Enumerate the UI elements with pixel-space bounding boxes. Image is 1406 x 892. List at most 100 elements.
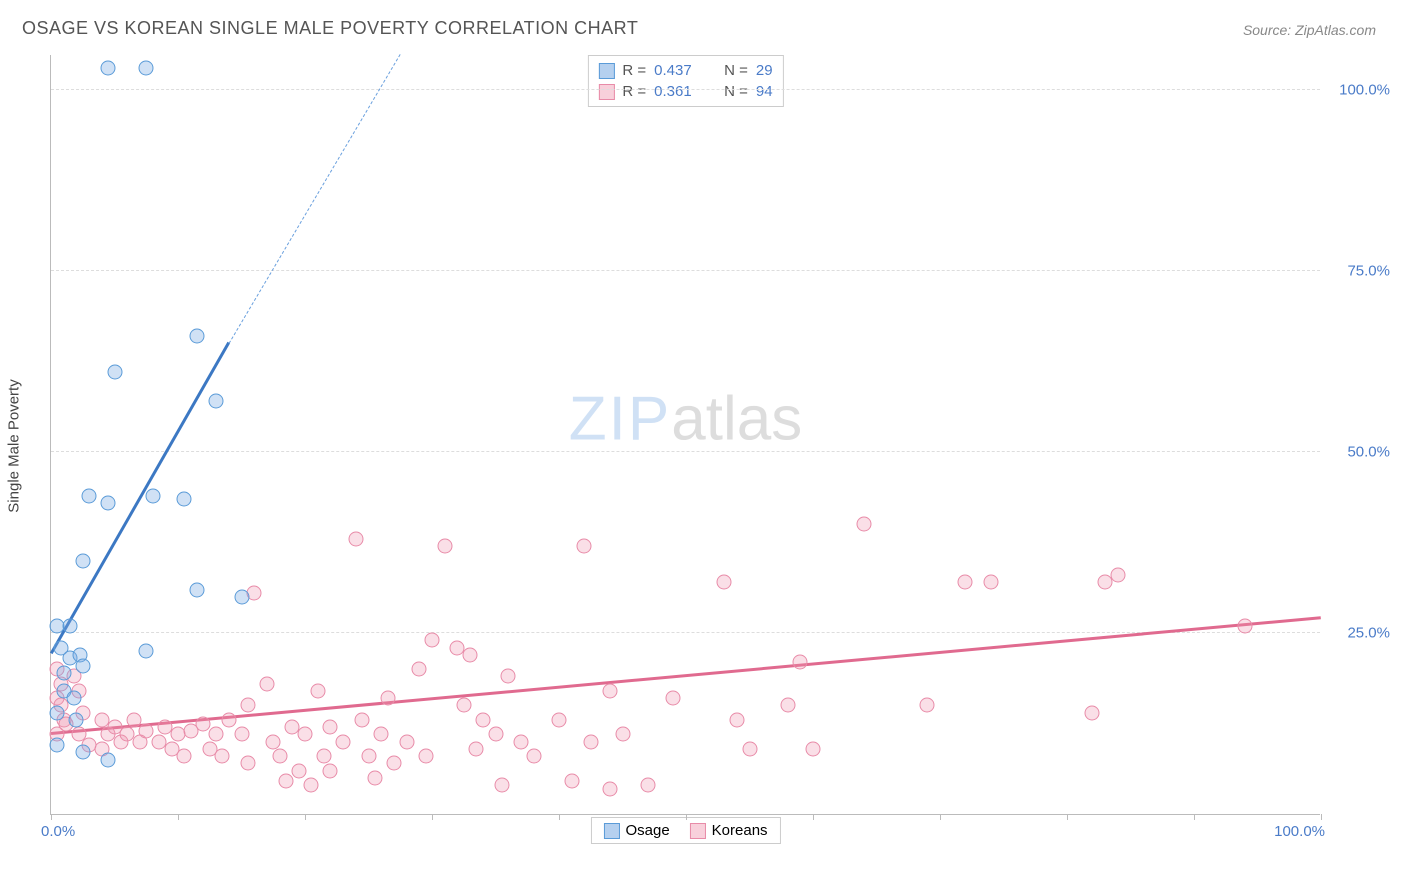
data-point <box>177 492 192 507</box>
legend-item: Koreans <box>690 822 768 839</box>
data-point <box>107 365 122 380</box>
watermark: ZIPatlas <box>569 384 802 455</box>
legend-correlation: R = 0.437 N = 29 R = 0.361 N = 94 <box>587 55 783 107</box>
x-tick-mark <box>178 814 179 820</box>
r-value-a: 0.437 <box>654 62 704 79</box>
data-point <box>615 727 630 742</box>
n-label: N = <box>724 83 748 100</box>
data-point <box>469 741 484 756</box>
data-point <box>50 705 65 720</box>
data-point <box>291 763 306 778</box>
data-point <box>259 676 274 691</box>
data-point <box>145 488 160 503</box>
legend-label: Osage <box>625 822 669 839</box>
data-point <box>190 582 205 597</box>
data-point <box>742 741 757 756</box>
data-point <box>717 575 732 590</box>
data-point <box>920 698 935 713</box>
data-point <box>386 756 401 771</box>
x-tick-mark <box>686 814 687 820</box>
data-point <box>139 61 154 76</box>
legend-swatch <box>603 823 619 839</box>
data-point <box>272 749 287 764</box>
trend-line <box>51 616 1321 734</box>
gridline-h <box>51 270 1320 271</box>
y-tick-label: 75.0% <box>1330 263 1390 280</box>
watermark-atlas: atlas <box>671 385 802 454</box>
data-point <box>412 662 427 677</box>
data-point <box>666 691 681 706</box>
gridline-h <box>51 451 1320 452</box>
x-tick-mark <box>1321 814 1322 820</box>
data-point <box>126 712 141 727</box>
data-point <box>101 61 116 76</box>
data-point <box>209 727 224 742</box>
data-point <box>501 669 516 684</box>
data-point <box>75 553 90 568</box>
legend-row-a: R = 0.437 N = 29 <box>598 60 772 81</box>
data-point <box>177 749 192 764</box>
x-tick-mark <box>940 814 941 820</box>
chart-title: OSAGE VS KOREAN SINGLE MALE POVERTY CORR… <box>22 18 638 39</box>
data-point <box>355 712 370 727</box>
data-point <box>526 749 541 764</box>
data-point <box>304 778 319 793</box>
x-tick-mark <box>1067 814 1068 820</box>
data-point <box>806 741 821 756</box>
y-tick-label: 50.0% <box>1330 444 1390 461</box>
data-point <box>240 756 255 771</box>
data-point <box>50 738 65 753</box>
y-tick-label: 25.0% <box>1330 625 1390 642</box>
legend-row-b: R = 0.361 N = 94 <box>598 81 772 102</box>
data-point <box>399 734 414 749</box>
data-point <box>494 778 509 793</box>
data-point <box>583 734 598 749</box>
data-point <box>602 683 617 698</box>
data-point <box>190 329 205 344</box>
y-tick-label: 100.0% <box>1330 82 1390 99</box>
data-point <box>69 712 84 727</box>
legend-item: Osage <box>603 822 669 839</box>
gridline-h <box>51 89 1320 90</box>
x-axis-label-max: 100.0% <box>1274 823 1325 840</box>
n-label: N = <box>724 62 748 79</box>
legend-label: Koreans <box>712 822 768 839</box>
n-value-b: 94 <box>756 83 773 100</box>
data-point <box>958 575 973 590</box>
x-tick-mark <box>559 814 560 820</box>
trend-line <box>50 342 230 654</box>
r-label: R = <box>622 83 646 100</box>
x-tick-mark <box>432 814 433 820</box>
data-point <box>196 716 211 731</box>
data-point <box>856 517 871 532</box>
data-point <box>278 774 293 789</box>
data-point <box>780 698 795 713</box>
data-point <box>323 720 338 735</box>
data-point <box>729 712 744 727</box>
x-tick-mark <box>1194 814 1195 820</box>
data-point <box>513 734 528 749</box>
data-point <box>793 655 808 670</box>
data-point <box>456 698 471 713</box>
data-point <box>139 644 154 659</box>
data-point <box>577 539 592 554</box>
data-point <box>234 589 249 604</box>
legend-swatch-b <box>598 84 614 100</box>
data-point <box>380 691 395 706</box>
plot-area: ZIPatlas R = 0.437 N = 29 R = 0.361 N = … <box>50 55 1320 815</box>
data-point <box>1237 618 1252 633</box>
data-point <box>488 727 503 742</box>
data-point <box>266 734 281 749</box>
data-point <box>323 763 338 778</box>
data-point <box>66 691 81 706</box>
data-point <box>75 658 90 673</box>
watermark-zip: ZIP <box>569 385 671 454</box>
data-point <box>361 749 376 764</box>
data-point <box>1110 568 1125 583</box>
data-point <box>1085 705 1100 720</box>
data-point <box>82 488 97 503</box>
x-tick-mark <box>51 814 52 820</box>
data-point <box>317 749 332 764</box>
data-point <box>310 683 325 698</box>
data-point <box>463 647 478 662</box>
